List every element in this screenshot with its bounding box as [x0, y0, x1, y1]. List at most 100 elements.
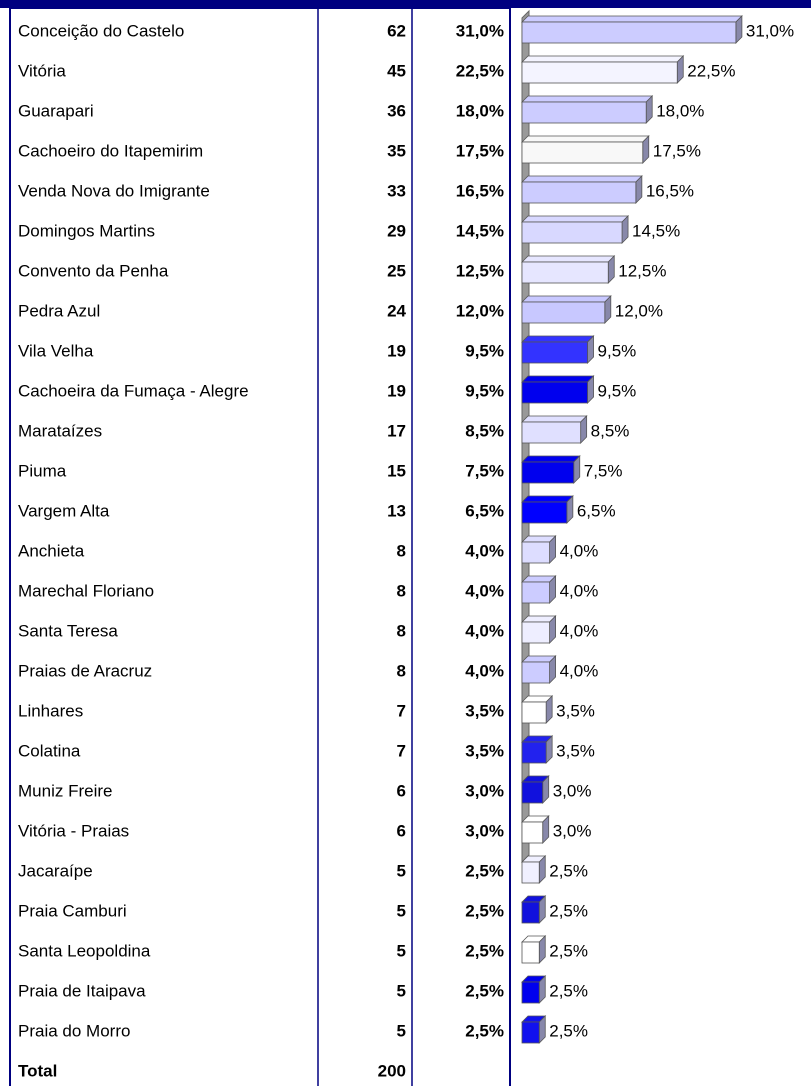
bar-label: 2,5%	[549, 1021, 588, 1040]
count: 13	[387, 501, 406, 520]
bar-label: 9,5%	[598, 341, 637, 360]
total-label: Total	[18, 1061, 57, 1080]
bar-top	[521, 495, 574, 503]
count: 19	[387, 341, 406, 360]
bar-label: 17,5%	[653, 141, 701, 160]
bar-label: 9,5%	[598, 381, 637, 400]
bar	[521, 901, 540, 924]
percent: 3,0%	[465, 781, 504, 800]
bar	[521, 301, 606, 324]
category-name: Vila Velha	[18, 341, 94, 360]
bar-top	[521, 15, 743, 23]
category-name: Praia de Itaipava	[18, 981, 146, 1000]
category-name: Domingos Martins	[18, 221, 155, 240]
bar-label: 4,0%	[560, 541, 599, 560]
bar	[521, 21, 737, 44]
count: 5	[397, 1021, 406, 1040]
percent: 2,5%	[465, 901, 504, 920]
bar-label: 14,5%	[632, 221, 680, 240]
category-name: Pedra Azul	[18, 301, 100, 320]
category-name: Convento da Penha	[18, 261, 169, 280]
bar-label: 3,5%	[556, 701, 595, 720]
bar	[521, 781, 544, 804]
bar	[521, 141, 644, 164]
bar-top	[521, 375, 595, 383]
bar	[521, 501, 568, 524]
total-count: 200	[378, 1061, 406, 1080]
count: 5	[397, 941, 406, 960]
percent: 3,5%	[465, 701, 504, 720]
category-name: Cachoeiro do Itapemirim	[18, 141, 203, 160]
percent: 2,5%	[465, 861, 504, 880]
count: 8	[397, 661, 406, 680]
count: 8	[397, 541, 406, 560]
bar	[521, 981, 540, 1004]
bar-label: 6,5%	[577, 501, 616, 520]
count: 17	[387, 421, 406, 440]
bar-label: 22,5%	[687, 61, 735, 80]
bar	[521, 421, 582, 444]
category-name: Praia Camburi	[18, 901, 127, 920]
count: 7	[397, 741, 406, 760]
bar-top	[521, 255, 616, 263]
bar	[521, 861, 540, 884]
bar-top	[521, 215, 630, 223]
category-name: Linhares	[18, 701, 83, 720]
percent: 4,0%	[465, 661, 504, 680]
bar-label: 2,5%	[549, 901, 588, 920]
bar	[521, 541, 551, 564]
percent: 3,5%	[465, 741, 504, 760]
count: 8	[397, 621, 406, 640]
bar	[521, 221, 623, 244]
bar-label: 7,5%	[584, 461, 623, 480]
bar	[521, 341, 588, 364]
percent: 16,5%	[456, 181, 504, 200]
percent: 4,0%	[465, 541, 504, 560]
count: 33	[387, 181, 406, 200]
percent: 22,5%	[456, 61, 504, 80]
category-name: Vargem Alta	[18, 501, 110, 520]
count: 8	[397, 581, 406, 600]
bar	[521, 381, 588, 404]
bar	[521, 461, 575, 484]
count: 35	[387, 141, 406, 160]
percent: 8,5%	[465, 421, 504, 440]
bar-label: 31,0%	[746, 21, 794, 40]
bar	[521, 941, 540, 964]
percent: 6,5%	[465, 501, 504, 520]
count: 25	[387, 261, 406, 280]
bar-label: 3,0%	[553, 781, 592, 800]
percent: 7,5%	[465, 461, 504, 480]
bar-label: 4,0%	[560, 661, 599, 680]
category-name: Guarapari	[18, 101, 94, 120]
bar	[521, 1021, 540, 1044]
count: 7	[397, 701, 406, 720]
percent: 4,0%	[465, 621, 504, 640]
category-name: Marataízes	[18, 421, 102, 440]
count: 29	[387, 221, 406, 240]
bar-label: 2,5%	[549, 861, 588, 880]
count: 24	[387, 301, 406, 320]
percent: 9,5%	[465, 381, 504, 400]
bar-top	[521, 335, 595, 343]
category-name: Vitória	[18, 61, 66, 80]
bar-label: 18,0%	[656, 101, 704, 120]
percent: 31,0%	[456, 21, 504, 40]
bar	[521, 621, 551, 644]
count: 36	[387, 101, 406, 120]
percent: 2,5%	[465, 941, 504, 960]
bar-label: 3,5%	[556, 741, 595, 760]
category-name: Jacaraípe	[18, 861, 93, 880]
category-name: Vitória - Praias	[18, 821, 129, 840]
bar	[521, 581, 551, 604]
bar	[521, 261, 609, 284]
bar-label: 16,5%	[646, 181, 694, 200]
count: 45	[387, 61, 406, 80]
bar	[521, 821, 544, 844]
percent: 14,5%	[456, 221, 504, 240]
percent: 2,5%	[465, 1021, 504, 1040]
bar-label: 4,0%	[560, 581, 599, 600]
bar	[521, 101, 647, 124]
category-name: Muniz Freire	[18, 781, 112, 800]
bar-label: 4,0%	[560, 621, 599, 640]
